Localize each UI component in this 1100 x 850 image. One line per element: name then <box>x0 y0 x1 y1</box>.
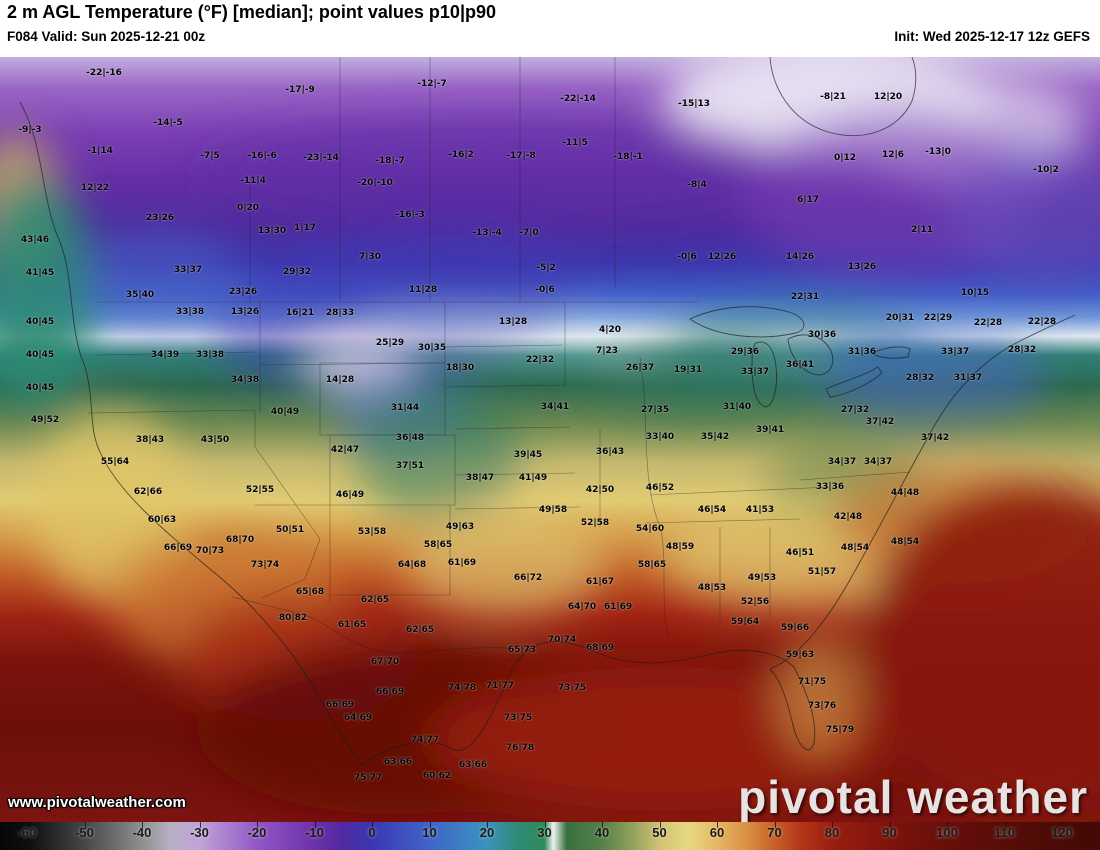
map-header: 2 m AGL Temperature (°F) [median]; point… <box>0 0 1100 57</box>
page-title: 2 m AGL Temperature (°F) [median]; point… <box>7 2 496 22</box>
colorbar-tickmark <box>1004 822 1006 828</box>
colorbar-tickmark <box>372 822 373 828</box>
colorbar-tick-label: 20 <box>479 825 495 840</box>
temperature-map-canvas <box>0 57 1100 822</box>
colorbar-tick-label: -40 <box>132 825 152 840</box>
colorbar-tickmark <box>27 822 28 828</box>
colorbar-ticks: -60 -50 -40 -30 -20 -10 0 10 20 30 40 50 60 70 80 90 100… <box>0 822 1100 850</box>
colorbar-tickmark <box>947 822 948 828</box>
coastline-borders <box>19 57 1076 766</box>
colorbar-tick-label: 0 <box>368 825 376 840</box>
colorbar-tickmark <box>429 822 431 828</box>
colorbar-tickmark <box>257 822 258 828</box>
colorbar-tickmark <box>774 822 776 828</box>
colorbar-tick-label: -20 <box>247 825 267 840</box>
colorbar-tick-label: 60 <box>709 825 725 840</box>
colorbar-tickmark <box>717 822 718 828</box>
colorbar-tick-label: 120 <box>1051 825 1073 840</box>
colorbar-tickmark <box>659 822 661 828</box>
colorbar-tick-label: 40 <box>594 825 610 840</box>
watermark-url: www.pivotalweather.com <box>8 794 186 811</box>
temperature-field-svg <box>0 57 1100 822</box>
colorbar-tick-label: 80 <box>824 825 840 840</box>
colorbar-tickmark <box>1062 822 1063 828</box>
colorbar-tick-label: -10 <box>305 825 324 840</box>
model-init-time: Init: Wed 2025-12-17 12z GEFS <box>894 29 1090 44</box>
colorbar-tick-label: 10 <box>422 825 437 840</box>
colorbar-tick-label: -50 <box>75 825 94 840</box>
colorbar-tick-label: -60 <box>17 825 37 840</box>
colorbar-tickmark <box>84 822 86 828</box>
colorbar-tickmark <box>544 822 546 828</box>
state-borders <box>87 57 911 654</box>
colorbar-tick-label: 90 <box>882 825 897 840</box>
colorbar-tick-label: -30 <box>190 825 209 840</box>
colorbar-tickmark <box>832 822 833 828</box>
colorbar-tickmark <box>199 822 201 828</box>
pivotal-weather-logo: pivotal weather <box>738 771 1088 823</box>
colorbar-tickmark <box>889 822 891 828</box>
colorbar-tick-label: 70 <box>767 825 782 840</box>
colorbar: -60 -50 -40 -30 -20 -10 0 10 20 30 40 50 60 70 80 90 100… <box>0 822 1100 850</box>
colorbar-tickmark <box>487 822 488 828</box>
forecast-valid-time: F084 Valid: Sun 2025-12-21 00z <box>7 29 206 44</box>
colorbar-tickmark <box>602 822 603 828</box>
colorbar-tick-label: 30 <box>537 825 552 840</box>
colorbar-tick-label: 110 <box>994 825 1015 840</box>
colorbar-tick-label: 50 <box>652 825 667 840</box>
colorbar-tickmark <box>314 822 316 828</box>
colorbar-tick-label: 100 <box>936 825 958 840</box>
temperature-anomaly-blobs <box>0 57 1100 817</box>
colorbar-tickmark <box>142 822 143 828</box>
